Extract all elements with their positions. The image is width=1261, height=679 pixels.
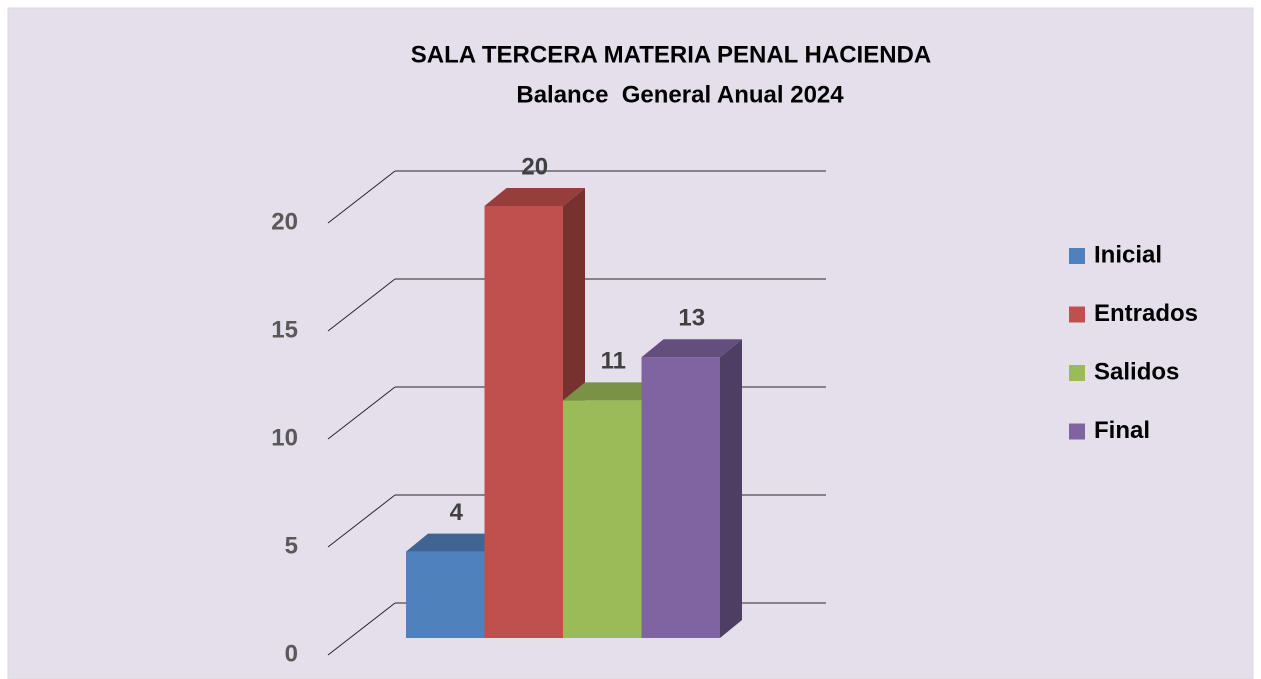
data-label: 13 — [678, 305, 705, 332]
bar — [484, 206, 563, 638]
bar — [406, 551, 485, 638]
y-tick-label: 0 — [285, 640, 298, 667]
y-tick-label: 15 — [271, 316, 298, 343]
grid-line — [327, 278, 396, 332]
bar-side — [720, 339, 742, 638]
data-label: 4 — [450, 499, 464, 526]
bar — [563, 400, 642, 638]
chart-subtitle: Balance General Anual 2024 — [516, 81, 844, 108]
chart-title: SALA TERCERA MATERIA PENAL HACIENDA — [411, 41, 931, 68]
y-tick-label: 10 — [271, 424, 298, 451]
y-tick-label: 5 — [285, 532, 298, 559]
data-label: 11 — [601, 348, 626, 375]
y-tick-label: 20 — [271, 208, 298, 235]
legend-swatch — [1069, 365, 1085, 381]
bar-top — [641, 339, 742, 358]
grid-line — [327, 170, 396, 224]
grid-line — [327, 494, 396, 548]
bar — [641, 357, 720, 638]
grid-line — [327, 386, 396, 440]
bar-top — [406, 533, 507, 552]
data-label: 20 — [521, 153, 548, 180]
legend-swatch — [1069, 306, 1085, 323]
bar-top — [484, 188, 585, 206]
legend-swatch — [1069, 248, 1085, 264]
legend-label: Final — [1094, 417, 1150, 444]
bar-top — [563, 382, 664, 401]
legend-label: Salidos — [1094, 358, 1179, 385]
legend-swatch — [1069, 423, 1085, 440]
grid-line — [327, 602, 396, 656]
legend-label: Entrados — [1094, 300, 1198, 327]
legend-label: Inicial — [1094, 241, 1162, 268]
